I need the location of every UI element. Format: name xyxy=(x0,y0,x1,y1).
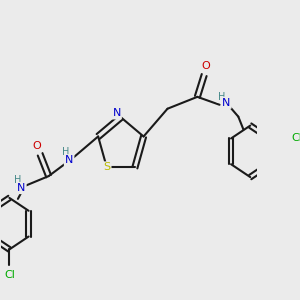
Text: H: H xyxy=(14,175,22,185)
Text: N: N xyxy=(112,108,121,118)
Text: N: N xyxy=(65,155,73,165)
Text: H: H xyxy=(218,92,225,102)
Text: N: N xyxy=(17,183,26,193)
Text: H: H xyxy=(62,147,69,157)
Text: O: O xyxy=(32,141,41,152)
Text: S: S xyxy=(103,163,110,172)
Text: Cl: Cl xyxy=(291,134,300,143)
Text: Cl: Cl xyxy=(4,270,15,280)
Text: N: N xyxy=(222,98,231,108)
Text: O: O xyxy=(202,61,210,71)
